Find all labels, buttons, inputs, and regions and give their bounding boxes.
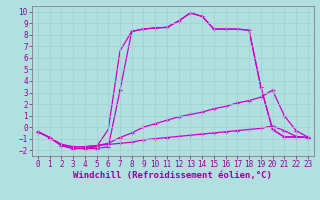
X-axis label: Windchill (Refroidissement éolien,°C): Windchill (Refroidissement éolien,°C) [73,171,272,180]
